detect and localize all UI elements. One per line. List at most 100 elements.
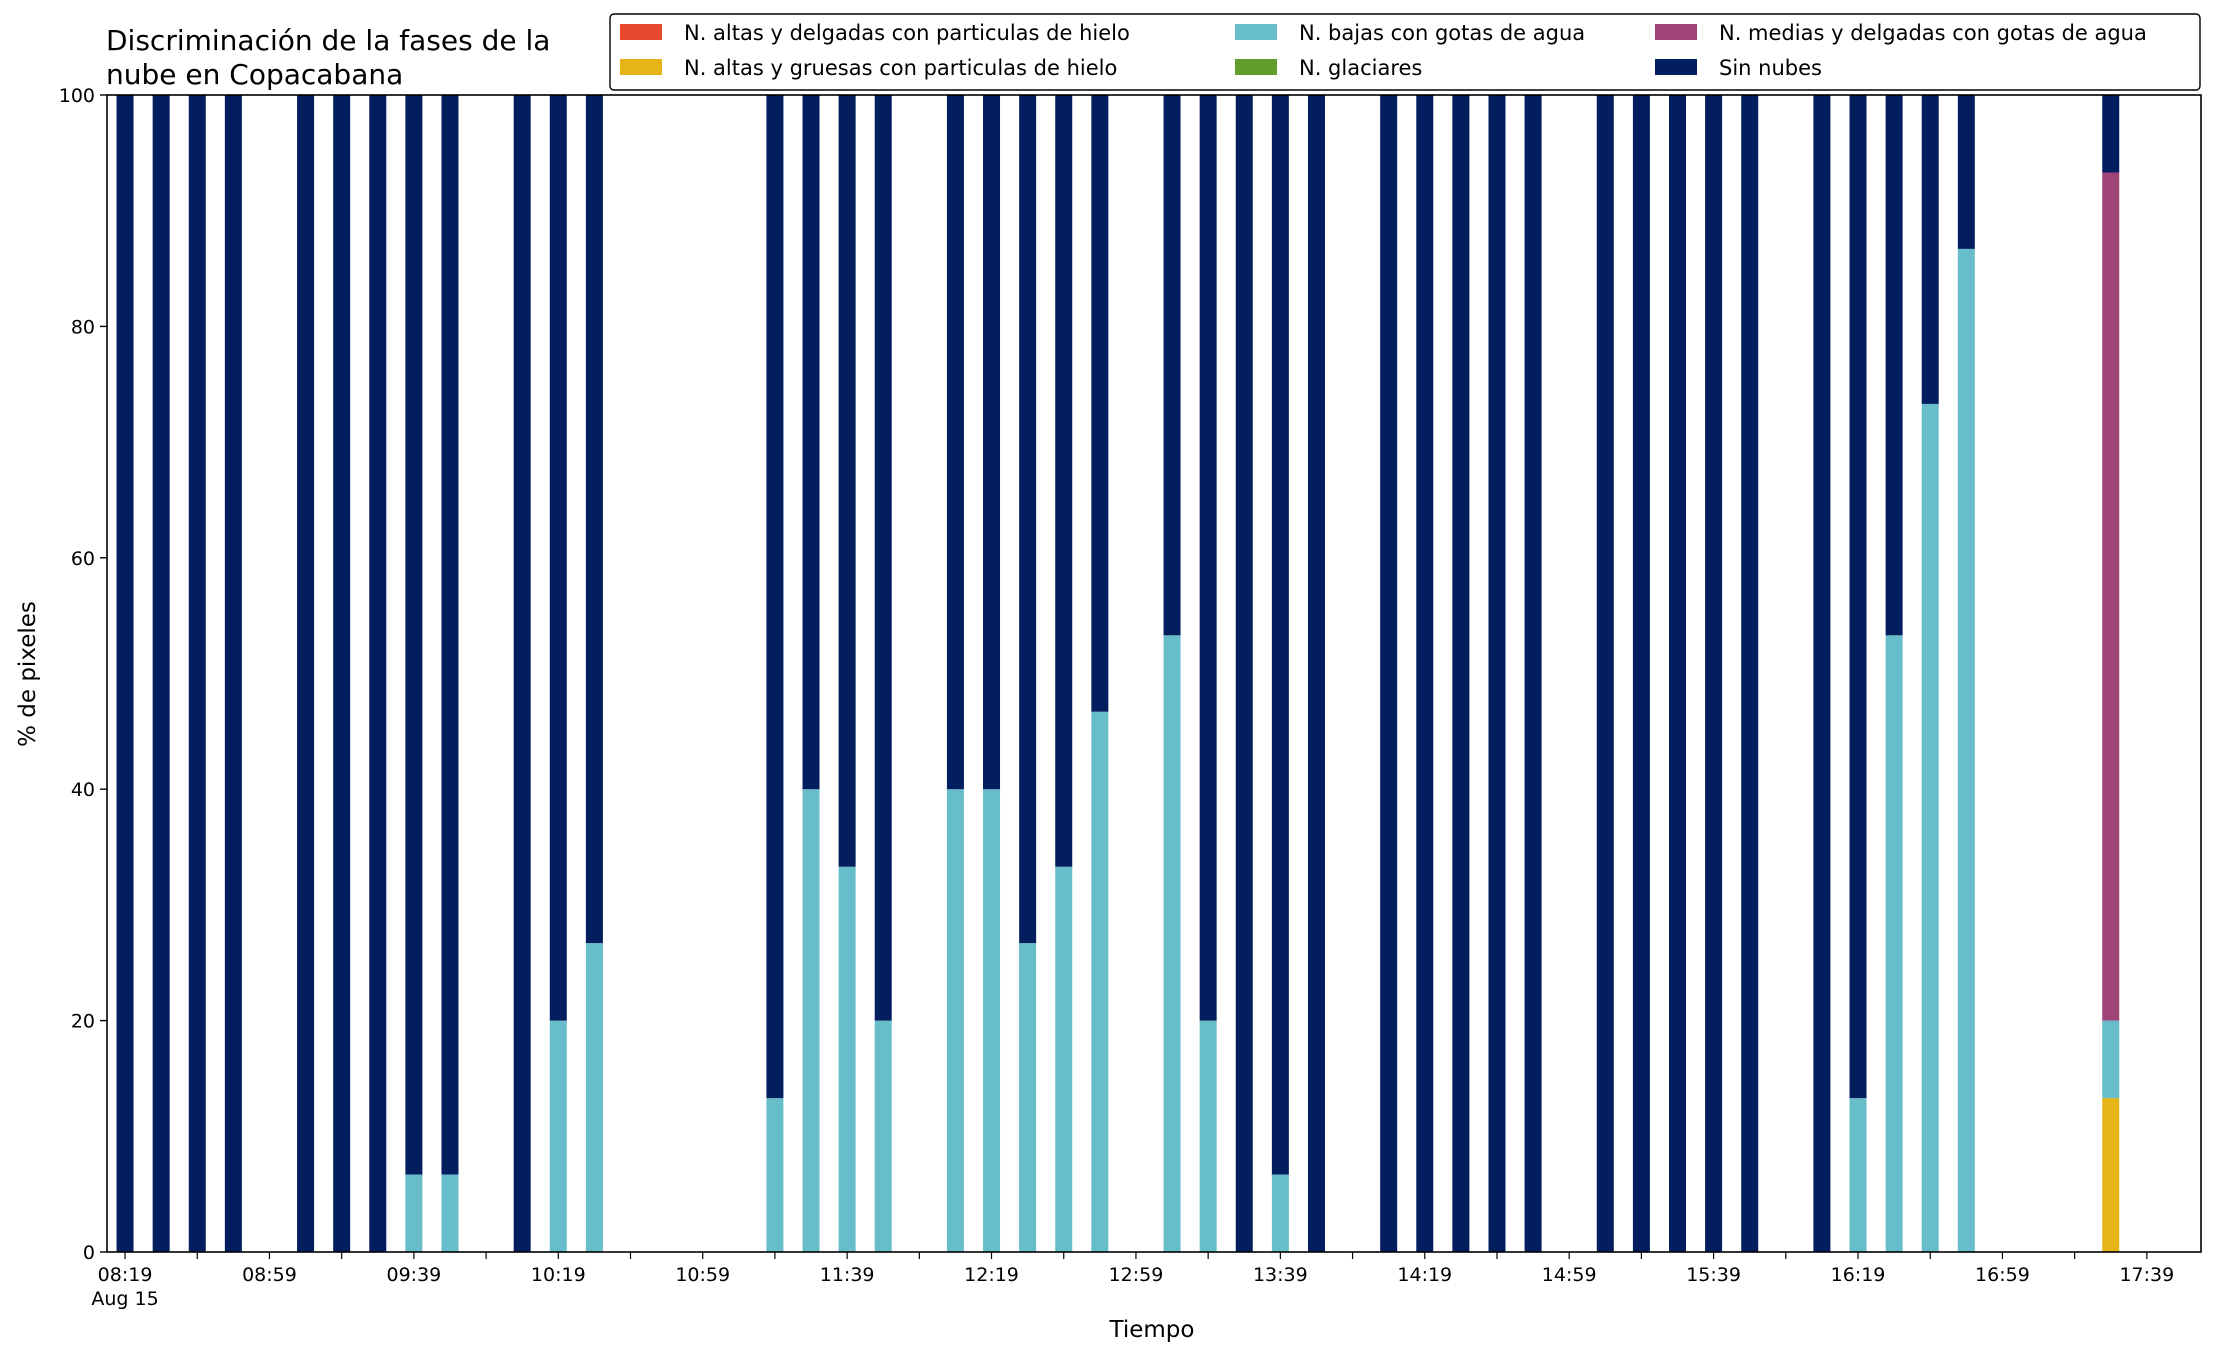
bar-segment	[1849, 95, 1867, 1099]
bar-segment	[1416, 95, 1434, 1252]
bar-segment	[2102, 95, 2120, 173]
x-tick-label: 09:39	[386, 1264, 441, 1286]
bar-segment	[1271, 1174, 1289, 1252]
bar-segment	[405, 1174, 423, 1252]
bar-segment	[1055, 866, 1073, 1252]
x-tick-label: 10:19	[531, 1264, 586, 1286]
y-tick-label: 20	[71, 1011, 95, 1033]
bar-segment	[585, 943, 603, 1252]
y-axis-label: % de pixeles	[15, 601, 41, 747]
bar-segment	[369, 95, 387, 1252]
bar-segment	[874, 95, 892, 1021]
legend-swatch	[620, 59, 662, 75]
bar-segment	[152, 95, 170, 1252]
bar-segment	[1452, 95, 1470, 1252]
legend-swatch	[1235, 59, 1277, 75]
bar-segment	[549, 1020, 567, 1252]
bar-segment	[1813, 95, 1831, 1252]
bar-segment	[946, 789, 964, 1252]
bar-segment	[297, 95, 315, 1252]
bar-segment	[946, 95, 964, 790]
bar-segment	[1235, 95, 1253, 1252]
x-tick-label: 12:59	[1109, 1264, 1164, 1286]
bar-segment	[2102, 1020, 2120, 1099]
x-tick-label: 13:39	[1253, 1264, 1308, 1286]
x-tick-label: 11:39	[820, 1264, 875, 1286]
bar-segment	[802, 789, 820, 1252]
bar-segment	[116, 95, 134, 1252]
y-tick-label: 100	[59, 85, 95, 107]
bar-segment	[1849, 1098, 1867, 1252]
bar-segment	[2102, 172, 2120, 1021]
bar-segment	[1524, 95, 1542, 1252]
chart-title-line-1: Discriminación de la fases de la	[106, 24, 550, 57]
bar-segment	[802, 95, 820, 790]
bar-segment	[188, 95, 206, 1252]
legend-label: Sin nubes	[1719, 56, 1822, 80]
bar-segment	[1885, 635, 1903, 1252]
x-tick-label: 10:59	[675, 1264, 730, 1286]
bar-segment	[1307, 95, 1325, 1252]
legend-swatch	[620, 24, 662, 40]
bar-segment	[1019, 95, 1037, 944]
legend-label: N. altas y delgadas con particulas de hi…	[684, 21, 1130, 45]
x-tick-sublabel: Aug 15	[91, 1288, 158, 1310]
bar-segment	[1091, 95, 1109, 712]
legend-frame	[609, 13, 2201, 91]
bar-segment	[1741, 95, 1759, 1252]
bar-segment	[1885, 95, 1903, 636]
legend-swatch	[1655, 59, 1697, 75]
bar-segment	[1632, 95, 1650, 1252]
bar-segment	[585, 95, 603, 944]
bar-segment	[1705, 95, 1723, 1252]
bar-segment	[405, 95, 423, 1175]
legend-label: N. altas y gruesas con particulas de hie…	[684, 56, 1117, 80]
bar-segment	[766, 95, 784, 1099]
bar-segment	[333, 95, 351, 1252]
bar-segment	[1669, 95, 1686, 1252]
bar-segment	[1019, 943, 1037, 1252]
x-tick-label: 15:39	[1686, 1264, 1741, 1286]
bar-segment	[983, 95, 1001, 790]
bar-segment	[1163, 95, 1181, 636]
bar-segment	[983, 789, 1001, 1252]
legend: N. altas y delgadas con particulas de hi…	[609, 13, 2201, 91]
y-tick-label: 60	[71, 548, 95, 570]
bar-segment	[766, 1098, 784, 1252]
bar-segment	[224, 95, 242, 1252]
x-tick-label: 17:39	[2119, 1264, 2174, 1286]
bar-segment	[441, 1174, 459, 1252]
bar-segment	[1596, 95, 1614, 1252]
legend-label: N. bajas con gotas de agua	[1299, 21, 1585, 45]
bar-segment	[1055, 95, 1073, 867]
bar-segment	[1380, 95, 1398, 1252]
bar-segment	[2102, 1098, 2120, 1252]
x-tick-label: 08:59	[242, 1264, 297, 1286]
bar-segment	[838, 866, 856, 1252]
legend-label: N. glaciares	[1299, 56, 1422, 80]
bar-segment	[1163, 635, 1181, 1252]
x-axis-label: Tiempo	[1109, 1317, 1195, 1343]
bar-segment	[1957, 248, 1975, 1252]
x-tick-label: 12:19	[964, 1264, 1019, 1286]
x-tick-label: 16:59	[1975, 1264, 2030, 1286]
bar-segment	[441, 95, 459, 1175]
legend-label: N. medias y delgadas con gotas de agua	[1719, 21, 2147, 45]
bar-segment	[874, 1020, 892, 1252]
bar-segment	[549, 95, 567, 1021]
x-tick-label: 16:19	[1831, 1264, 1886, 1286]
bars-layer	[116, 95, 2120, 1252]
y-tick-label: 80	[71, 316, 95, 338]
bar-segment	[1921, 95, 1939, 404]
bar-segment	[1957, 95, 1975, 249]
legend-swatch	[1655, 24, 1697, 40]
x-tick-label: 14:59	[1542, 1264, 1597, 1286]
bar-segment	[1199, 95, 1217, 1021]
y-axis: 0 20 40 60 80 100	[59, 85, 107, 1264]
x-tick-label: 08:19	[98, 1264, 153, 1286]
bar-segment	[1488, 95, 1506, 1252]
chart-title-line-2: nube en Copacabana	[106, 58, 403, 91]
bar-segment	[838, 95, 856, 867]
